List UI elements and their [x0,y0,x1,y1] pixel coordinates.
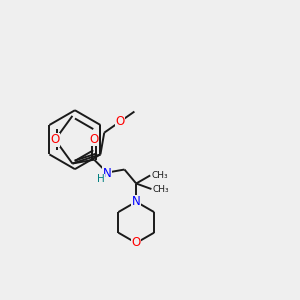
Text: O: O [115,115,124,128]
Text: CH₃: CH₃ [152,171,168,180]
Text: CH₃: CH₃ [153,184,169,194]
Text: O: O [50,133,60,146]
Text: H: H [97,174,104,184]
Text: N: N [132,195,141,208]
Text: O: O [89,133,99,146]
Text: N: N [103,167,111,180]
Text: O: O [132,236,141,250]
